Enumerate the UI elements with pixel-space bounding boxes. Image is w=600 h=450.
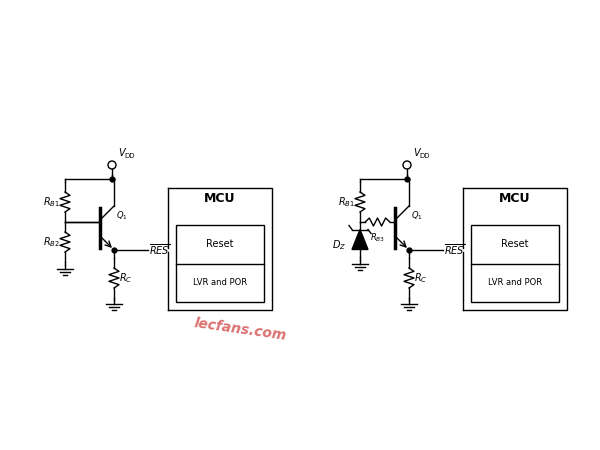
Text: $Q_1$: $Q_1$ [411,210,423,222]
Text: V: V [118,148,125,158]
Text: $R_C$: $R_C$ [414,271,427,285]
Text: $\overline{RES}$: $\overline{RES}$ [444,243,465,257]
Text: $R_C$: $R_C$ [119,271,133,285]
Bar [176,225,264,302]
Text: $D_Z$: $D_Z$ [332,238,346,252]
Text: DD: DD [419,153,430,159]
Text: Reset: Reset [501,239,529,249]
Text: $R_{B3}$: $R_{B3}$ [370,231,385,243]
Text: Reset: Reset [206,239,234,249]
Text: V: V [413,148,419,158]
Text: $R_{B1}$: $R_{B1}$ [43,195,60,209]
Text: $\overline{RES}$: $\overline{RES}$ [149,243,170,257]
Text: MCU: MCU [204,192,236,204]
Text: $R_{B2}$: $R_{B2}$ [43,235,60,249]
Bar [471,225,559,302]
Text: LVR and POR: LVR and POR [193,278,247,287]
Text: $Q_1$: $Q_1$ [116,210,128,222]
Text: LVR and POR: LVR and POR [488,278,542,287]
Text: lecfans.com: lecfans.com [193,316,287,343]
Text: $R_{B1}$: $R_{B1}$ [338,195,355,209]
Text: MCU: MCU [499,192,531,204]
Polygon shape [352,230,368,249]
Text: DD: DD [124,153,134,159]
